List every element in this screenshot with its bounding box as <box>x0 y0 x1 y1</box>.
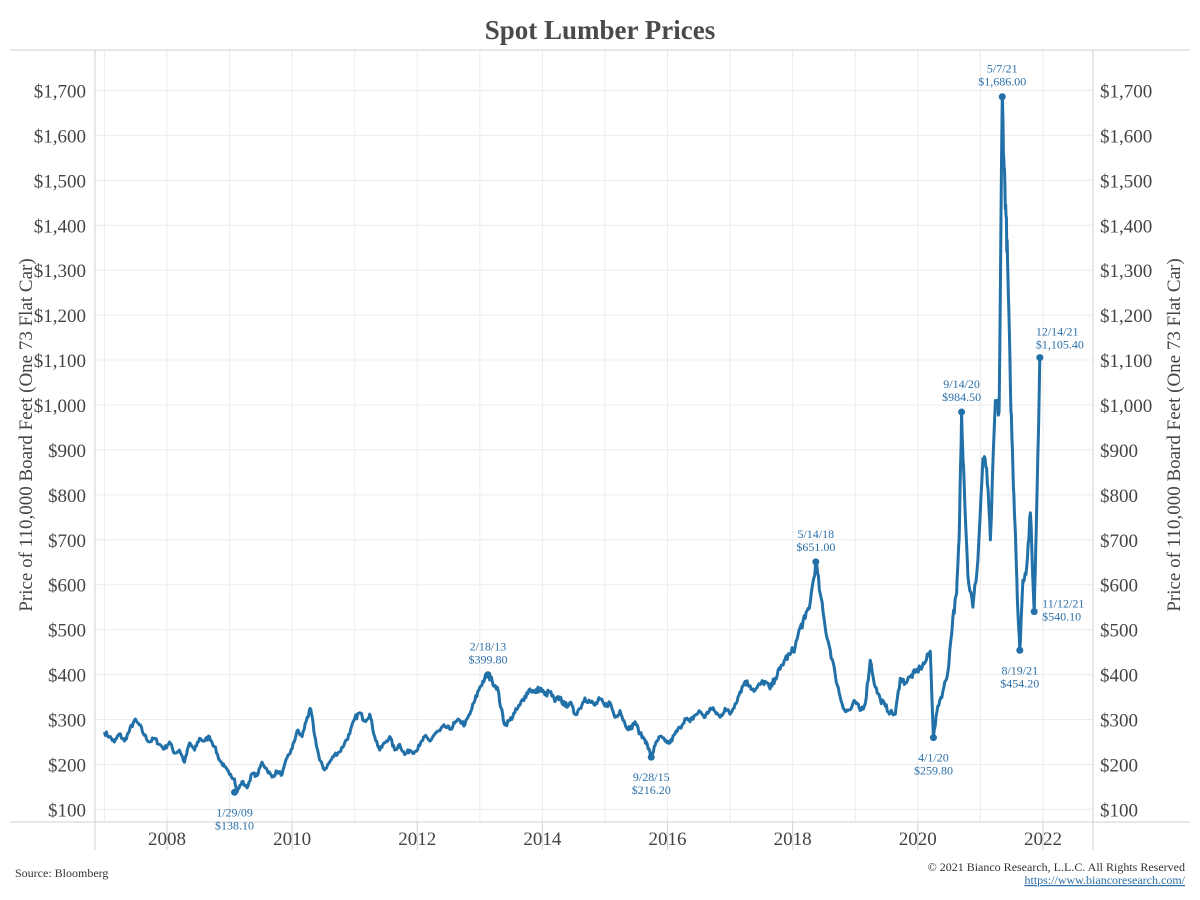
annotation-marker <box>929 734 937 742</box>
x-tick-label: 2018 <box>774 829 812 850</box>
y-tick-label-left: $1,700 <box>34 81 86 102</box>
y-tick-label-left: $1,200 <box>34 306 86 327</box>
x-tick-label: 2008 <box>148 829 186 850</box>
annotation-marker <box>484 671 492 679</box>
copyright-note: © 2021 Bianco Research, L.L.C. All Right… <box>928 860 1185 874</box>
y-tick-label-right: $1,300 <box>1100 261 1152 282</box>
annotation-date: 9/28/15 <box>633 770 670 784</box>
y-tick-label-left: $200 <box>48 755 86 776</box>
y-tick-label-left: $700 <box>48 531 86 552</box>
source-url-link[interactable]: https://www.biancoresearch.com/ <box>1024 873 1185 887</box>
annotation-marker <box>1030 608 1038 616</box>
annotation-date: 5/14/18 <box>797 527 834 541</box>
y-tick-label-left: $1,300 <box>34 261 86 282</box>
y-tick-label-right: $1,500 <box>1100 171 1152 192</box>
y-tick-label-right: $1,600 <box>1100 126 1152 147</box>
annotation-value: $454.20 <box>1000 676 1039 690</box>
y-tick-label-right: $400 <box>1100 666 1138 687</box>
annotation-value: $1,105.40 <box>1036 338 1084 352</box>
annotation-date: 11/12/21 <box>1042 597 1084 611</box>
chart-title: Spot Lumber Prices <box>485 15 716 45</box>
series-layer <box>102 95 1042 794</box>
annotation-date: 1/29/09 <box>216 805 253 819</box>
x-tick-label: 2022 <box>1024 829 1062 850</box>
source-note: Source: Bloomberg <box>15 866 108 880</box>
y-tick-label-right: $700 <box>1100 531 1138 552</box>
y-tick-label-right: $300 <box>1100 711 1138 732</box>
annotation-marker <box>958 408 966 416</box>
annotation-date: 2/18/13 <box>470 640 507 654</box>
y-tick-label-right: $100 <box>1100 800 1138 821</box>
y-tick-label-right: $600 <box>1100 576 1138 597</box>
y-tick-label-left: $1,000 <box>34 396 86 417</box>
y-tick-label-right: $800 <box>1100 486 1138 507</box>
y-tick-label-left: $500 <box>48 621 86 642</box>
y-tick-label-left: $600 <box>48 576 86 597</box>
y-tick-label-left: $800 <box>48 486 86 507</box>
annotation-value: $138.10 <box>215 818 254 832</box>
axis-layer: $100 $100 $200 $200 $300 $300 $400 $400 $500 $500… <box>10 49 1190 850</box>
annotation-value: $540.10 <box>1042 610 1081 624</box>
annotation-date: 8/19/21 <box>1001 663 1038 677</box>
y-tick-label-right: $500 <box>1100 621 1138 642</box>
y-tick-label-left: $900 <box>48 441 86 462</box>
x-tick-label: 2020 <box>899 829 937 850</box>
annotation-date: 5/7/21 <box>987 62 1018 76</box>
annotation-marker <box>998 93 1006 101</box>
annotation-value: $1,686.00 <box>978 75 1026 89</box>
annotation-value: $399.80 <box>468 653 507 667</box>
annotation-value: $216.20 <box>632 783 671 797</box>
series-line <box>102 95 1042 794</box>
x-tick-label: 2010 <box>273 829 311 850</box>
y-tick-label-right: $1,200 <box>1100 306 1152 327</box>
annotation-date: 12/14/21 <box>1036 325 1079 339</box>
annotation-marker <box>1016 646 1024 654</box>
y-tick-label-right: $1,400 <box>1100 216 1152 237</box>
y-tick-label-left: $1,400 <box>34 216 86 237</box>
y-tick-label-right: $1,700 <box>1100 81 1152 102</box>
annotation-marker <box>647 753 655 761</box>
y-tick-label-left: $300 <box>48 711 86 732</box>
annotation-date: 9/14/20 <box>943 377 980 391</box>
y-tick-label-right: $1,100 <box>1100 351 1152 372</box>
y-axis-label-left: Price of 110,000 Board Feet (One 73 Flat… <box>16 258 37 611</box>
y-tick-label-right: $1,000 <box>1100 396 1152 417</box>
annotation-layer: 1/29/09$138.10 2/18/13$399.80 9/28/15$216.… <box>215 62 1084 833</box>
grid-layer <box>95 50 1093 822</box>
annotation-value: $984.50 <box>942 390 981 404</box>
y-tick-label-left: $1,500 <box>34 171 86 192</box>
y-axis-label-right: Price of 110,000 Board Feet (One 73 Flat… <box>1164 258 1185 611</box>
y-tick-label-right: $200 <box>1100 755 1138 776</box>
y-tick-label-left: $1,600 <box>34 126 86 147</box>
x-tick-label: 2012 <box>398 829 436 850</box>
y-tick-label-left: $100 <box>48 800 86 821</box>
annotation-marker <box>1036 354 1044 362</box>
y-tick-label-left: $1,100 <box>34 351 86 372</box>
y-tick-label-left: $400 <box>48 666 86 687</box>
x-tick-label: 2016 <box>649 829 687 850</box>
annotation-marker <box>812 558 820 566</box>
annotation-value: $259.80 <box>914 764 953 778</box>
annotation-date: 4/1/20 <box>918 751 949 765</box>
x-tick-label: 2014 <box>523 829 562 850</box>
y-tick-label-right: $900 <box>1100 441 1138 462</box>
annotation-marker <box>231 788 239 796</box>
annotation-value: $651.00 <box>796 540 835 554</box>
